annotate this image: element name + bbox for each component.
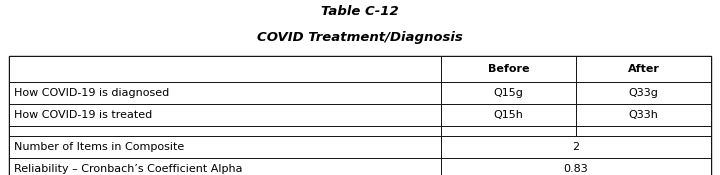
Text: Reliability – Cronbach’s Coefficient Alpha: Reliability – Cronbach’s Coefficient Alp… xyxy=(14,164,242,174)
Bar xyxy=(576,104,711,126)
Text: Before: Before xyxy=(487,64,529,74)
Bar xyxy=(576,56,711,82)
Text: Q33g: Q33g xyxy=(629,88,659,98)
Bar xyxy=(441,104,576,126)
Bar xyxy=(9,126,441,136)
Text: 2: 2 xyxy=(572,142,580,152)
Bar xyxy=(9,104,441,126)
Bar xyxy=(9,82,441,104)
Text: How COVID-19 is treated: How COVID-19 is treated xyxy=(14,110,152,120)
Bar xyxy=(441,82,576,104)
Text: Q15g: Q15g xyxy=(493,88,523,98)
Bar xyxy=(441,158,711,175)
Bar xyxy=(576,82,711,104)
Text: 0.83: 0.83 xyxy=(564,164,588,174)
Bar xyxy=(9,56,711,175)
Text: Number of Items in Composite: Number of Items in Composite xyxy=(14,142,184,152)
Bar xyxy=(576,126,711,136)
Bar xyxy=(9,56,441,82)
Text: After: After xyxy=(628,64,660,74)
Bar xyxy=(441,126,576,136)
Text: Q15h: Q15h xyxy=(493,110,523,120)
Bar xyxy=(9,158,441,175)
Bar xyxy=(441,136,711,158)
Bar xyxy=(9,136,441,158)
Text: Q33h: Q33h xyxy=(629,110,659,120)
Text: Table C-12: Table C-12 xyxy=(321,5,399,18)
Text: How COVID-19 is diagnosed: How COVID-19 is diagnosed xyxy=(14,88,169,98)
Text: COVID Treatment/Diagnosis: COVID Treatment/Diagnosis xyxy=(257,32,463,44)
Bar xyxy=(441,56,576,82)
